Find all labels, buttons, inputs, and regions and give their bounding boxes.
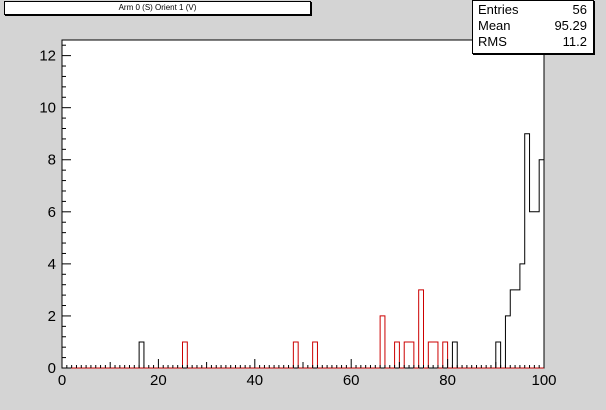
plot-area: [61, 39, 545, 369]
stat-label: Entries: [478, 2, 519, 17]
y-tick-label: 4: [48, 256, 56, 273]
x-tick-label: 100: [531, 372, 556, 389]
histogram-bin: [544, 56, 549, 368]
y-tick-label: 0: [48, 360, 56, 377]
x-tick-label: 20: [150, 372, 167, 389]
stat-label: Mean: [478, 18, 511, 33]
stat-value: 56: [572, 2, 587, 17]
stat-label: RMS: [478, 34, 507, 49]
y-tick-label: 2: [48, 308, 56, 325]
stat-row-mean: Mean 95.29: [478, 18, 587, 34]
y-tick-label: 6: [48, 204, 56, 221]
stat-row-rms: RMS 11.2: [478, 34, 587, 50]
y-tick-label: 8: [48, 152, 56, 169]
y-tick-label: 10: [39, 100, 56, 117]
axis-layer: 0 20 40 60 80 100 0 2 4 6 8 10 12: [39, 44, 557, 389]
histogram-title: Arm 0 (S) Orient 1 (V): [4, 1, 311, 15]
stat-value: 95.29: [554, 18, 587, 33]
y-tick-label: 12: [39, 48, 56, 65]
x-tick-label: 0: [58, 372, 66, 389]
x-tick-label: 80: [439, 372, 456, 389]
stat-row-entries: Entries 56: [478, 2, 587, 18]
stats-box: Entries 56 Mean 95.29 RMS 11.2: [472, 0, 594, 54]
x-tick-label: 60: [343, 372, 360, 389]
x-tick-label: 40: [246, 372, 263, 389]
stat-value: 11.2: [562, 34, 587, 49]
